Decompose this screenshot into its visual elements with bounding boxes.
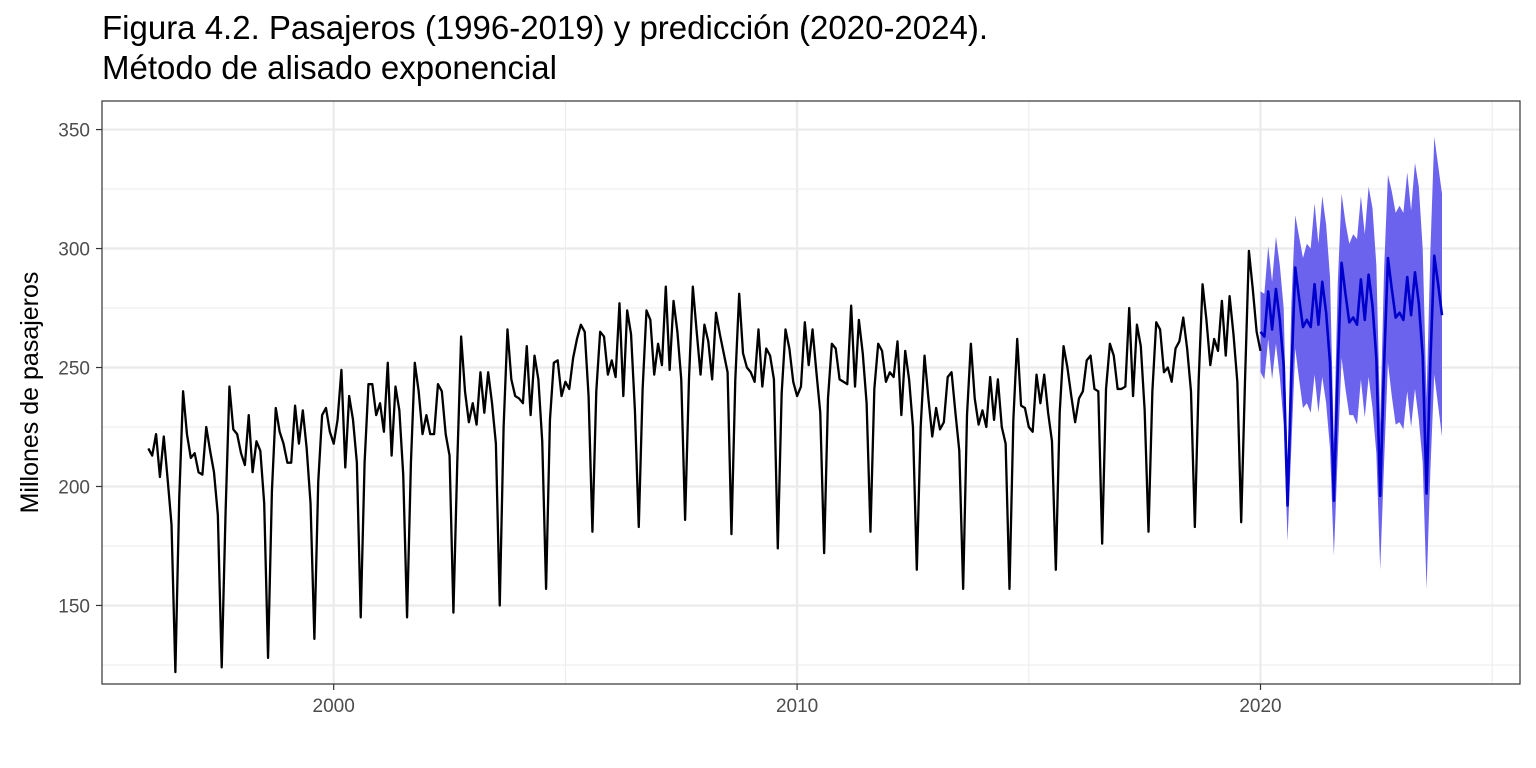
y-axis-title: Millones de pasajeros	[16, 272, 44, 514]
y-tick-label: 150	[58, 596, 90, 617]
y-tick-label: 250	[58, 359, 90, 380]
x-tick-label: 2000	[313, 696, 355, 717]
prediction-interval-layer	[1260, 136, 1442, 589]
historical-series-line	[147, 249, 1262, 674]
prediction-interval-band	[1260, 136, 1442, 589]
y-tick-label: 350	[58, 121, 90, 142]
chart-title: Figura 4.2. Pasajeros (1996-2019) y pred…	[102, 8, 988, 88]
x-tick-label: 2010	[776, 696, 818, 717]
y-tick-label: 300	[58, 240, 90, 261]
y-tick-label: 200	[58, 477, 90, 498]
panel-border	[101, 100, 1521, 685]
chart-title-line-2: Método de alisado exponencial	[102, 49, 557, 86]
axis-layer: 150 200 250 300 350 2000 2010 2020	[58, 121, 1281, 717]
x-tick-label: 2020	[1239, 696, 1281, 717]
chart-title-line-1: Figura 4.2. Pasajeros (1996-2019) y pred…	[102, 9, 989, 46]
series-line-layer	[147, 249, 1444, 674]
forecast-series-line	[1259, 254, 1444, 507]
